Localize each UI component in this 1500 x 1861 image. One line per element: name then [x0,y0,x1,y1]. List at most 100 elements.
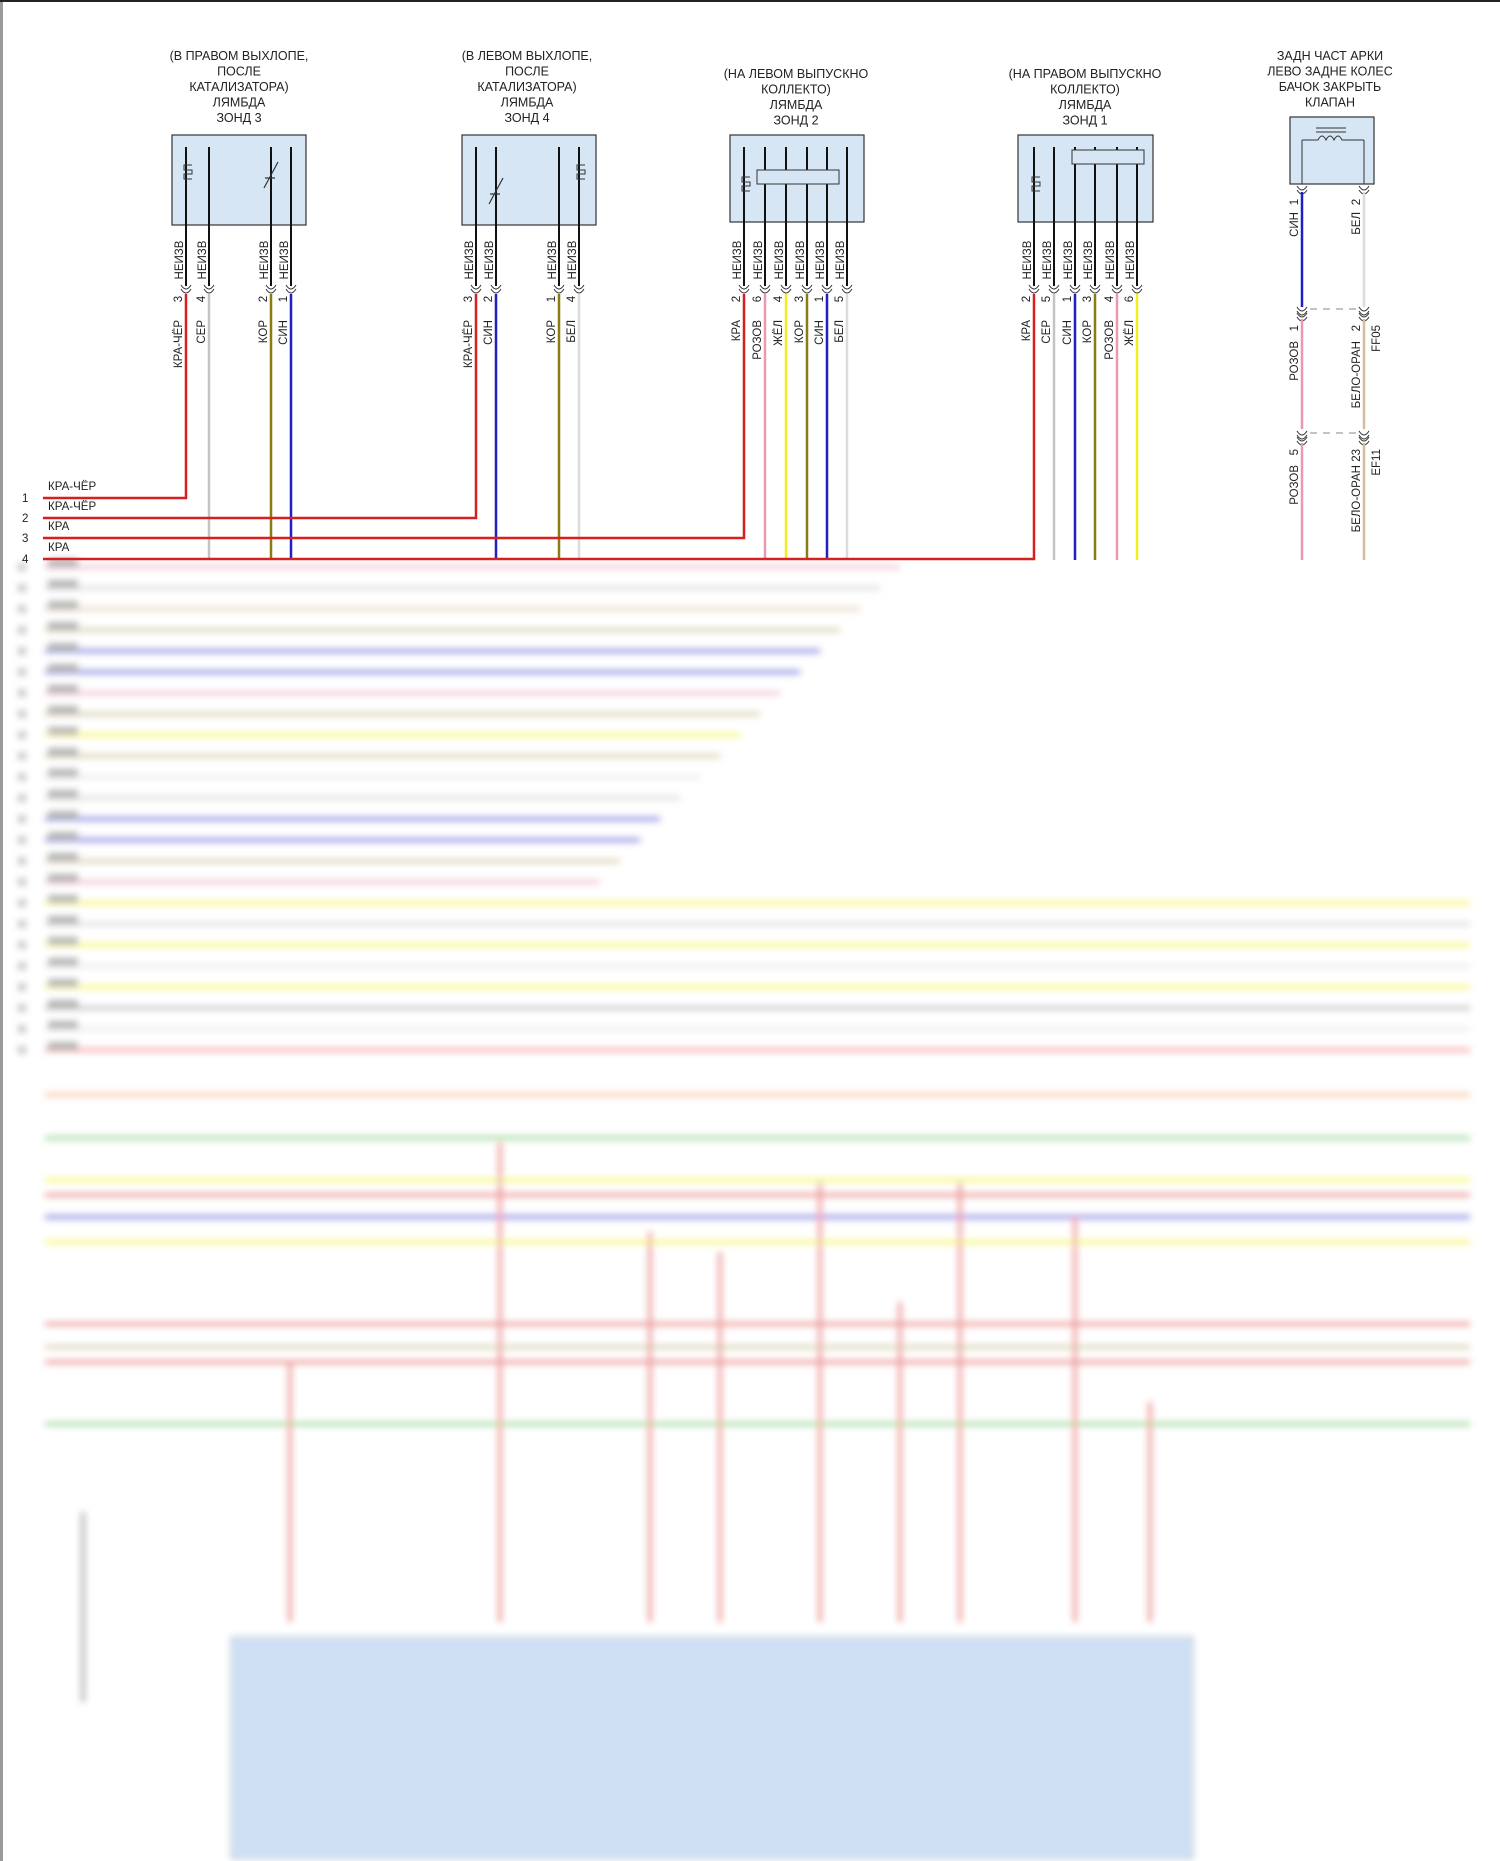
heater-symbol-icon [576,164,586,180]
obscured-label [48,916,78,924]
connector-terminal-icon [1111,284,1123,294]
obscured-number [18,920,26,928]
connector-title-line: КОЛЛЕКТО) [761,83,831,97]
obscured-number [18,1025,26,1033]
obscured-number [18,773,26,781]
connector-title-line: ПОСЛЕ [505,65,549,79]
sensor-element-icon [756,169,840,185]
connector-terminal-icon [1358,430,1370,440]
bus-line-label: КРА [48,521,70,533]
obscured-label [48,664,78,672]
pin-number: 3 [794,296,806,302]
obscured-number [18,836,26,844]
obscured-number [18,668,26,676]
connector-terminal-icon [573,284,585,294]
connector-terminal-icon [1089,284,1101,294]
obscured-label [48,685,78,693]
inline-connector-id: EF11 [1371,449,1383,476]
obscured-number [18,647,26,655]
unknown-wire-label: НЕИЗВ [279,240,291,279]
obscured-number [18,1046,26,1054]
connector-terminal-icon [1358,306,1370,316]
bus-line-number: 2 [22,513,28,525]
wire-color-label: СЕР [196,320,208,344]
obscured-number [18,962,26,970]
wire-color-label: СИН [1062,320,1074,345]
connector-title-line: ПОСЛЕ [217,65,261,79]
connector-title-line: КАТАЛИЗАТОРА) [189,80,288,94]
obscured-label [48,958,78,966]
pin-number: 1 [814,296,826,302]
pin-number: 6 [752,296,764,302]
pin-number: 2 [1021,296,1033,302]
wire-color-label: КОР [1082,320,1094,344]
connector-terminal-icon [821,284,833,294]
obscured-label [48,832,78,840]
pin-number: 4 [196,295,208,302]
wire-color-label: БЕЛ [1351,212,1363,235]
wire-color-label: КРА [731,320,743,342]
obscured-label [48,643,78,651]
pin-number: 4 [566,295,578,302]
connector-terminal-icon [1069,284,1081,294]
obscured-label [48,853,78,861]
obscured-number [18,941,26,949]
pin-number: 3 [463,296,475,302]
connector-title-line: ЛЯМБДА [770,98,823,112]
obscured-label [48,1021,78,1029]
connector-terminal-icon [801,284,813,294]
wire-КРА-ЧЁР [43,294,478,520]
wire-КРА-ЧЁР [43,294,188,500]
connector-terminal-icon [1048,284,1060,294]
obscured-label [48,748,78,756]
bus-line-number: 3 [22,533,28,545]
pin-number: 23 [1351,449,1363,462]
unknown-wire-label: НЕИЗВ [1022,240,1034,279]
unknown-wire-label: НЕИЗВ [197,240,209,279]
connector-title-line: ЛЯМБДА [501,96,554,110]
connector-title-line: КОЛЛЕКТО) [1050,83,1120,97]
connector-body-valve [1289,116,1375,185]
connector-title-line: ЛЯМБДА [213,96,266,110]
connector-title-line: (НА ПРАВОМ ВЫПУСКНО [1009,67,1162,81]
pin-number: 1 [1062,296,1074,302]
connector-terminal-icon [285,284,297,294]
obscured-ecu-body [230,1636,1194,1860]
connector-title-line: КАТАЛИЗАТОРА) [477,80,576,94]
obscured-wiring [18,559,1470,1860]
wire-color-label: РОЗОВ [752,320,764,360]
connector-terminal-icon [738,284,750,294]
obscured-label [48,769,78,777]
wire-color-label: КРА [1021,320,1033,342]
connector-terminal-icon [265,284,277,294]
frame-border [0,2,3,1861]
connector-title-line: ЛЕВО ЗАДНЕ КОЛЕС [1267,65,1393,79]
pin-number: 2 [483,296,495,302]
obscured-number [18,899,26,907]
pin-number: 2 [258,296,270,302]
solenoid-coil-icon [1302,127,1364,142]
connector-title-line: ЗОНД 4 [504,111,549,125]
pin-number: 4 [1104,295,1116,302]
connector-terminal-icon [470,284,482,294]
obscured-label [48,1000,78,1008]
wire-color-label: СИН [1289,212,1301,237]
obscured-number [18,815,26,823]
obscured-label [48,1042,78,1050]
bus-line-label: КРА-ЧЁР [48,481,96,493]
obscured-number [18,857,26,865]
wire-color-label: РОЗОВ [1289,465,1301,505]
obscured-label [48,979,78,987]
sensor-element-icon [1071,149,1145,165]
connector-title-line: ЗАДН ЧАСТ АРКИ [1277,49,1383,63]
unknown-wire-label: НЕИЗВ [567,240,579,279]
wire-color-label: КОР [546,320,558,344]
connector-title-line: (НА ЛЕВОМ ВЫПУСКНО [724,67,869,81]
connector-title-line: ЛЯМБДА [1059,98,1112,112]
unknown-wire-label: НЕИЗВ [1125,240,1137,279]
obscured-label [48,706,78,714]
connector-title-line: ЗОНД 1 [1062,114,1107,128]
